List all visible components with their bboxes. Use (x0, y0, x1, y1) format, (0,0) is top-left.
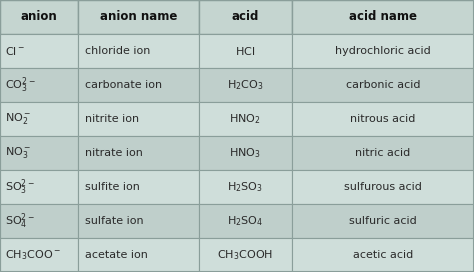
Text: sulfate ion: sulfate ion (85, 216, 144, 226)
Bar (78, 136, 199, 170)
Bar (0, 0, 78, 34)
Bar (78, 170, 199, 204)
Bar (199, 170, 292, 204)
Bar (292, 102, 474, 136)
Bar (0, 170, 78, 204)
Text: anion: anion (21, 11, 57, 23)
Text: $\mathrm{H_2SO_4}$: $\mathrm{H_2SO_4}$ (227, 214, 264, 228)
Bar (78, 68, 199, 102)
Bar (0, 68, 78, 102)
Text: anion name: anion name (100, 11, 177, 23)
Text: nitrite ion: nitrite ion (85, 114, 139, 124)
Text: $\mathrm{HNO_2}$: $\mathrm{HNO_2}$ (229, 112, 261, 126)
Bar (78, 238, 199, 272)
Text: hydrochloric acid: hydrochloric acid (335, 46, 431, 56)
Bar (199, 0, 292, 34)
Bar (78, 204, 199, 238)
Text: $\mathrm{CH_3COO^-}$: $\mathrm{CH_3COO^-}$ (5, 248, 61, 262)
Bar (199, 136, 292, 170)
Text: sulfite ion: sulfite ion (85, 182, 140, 192)
Text: $\mathrm{CH_3COOH}$: $\mathrm{CH_3COOH}$ (217, 248, 273, 262)
Text: $\mathrm{CO_3^{2-}}$: $\mathrm{CO_3^{2-}}$ (5, 75, 36, 95)
Bar (199, 238, 292, 272)
Bar (0, 34, 78, 68)
Text: sulfurous acid: sulfurous acid (344, 182, 422, 192)
Text: $\mathrm{NO_2^-}$: $\mathrm{NO_2^-}$ (5, 112, 31, 126)
Text: $\mathrm{SO_3^{2-}}$: $\mathrm{SO_3^{2-}}$ (5, 177, 35, 197)
Text: $\mathrm{HNO_3}$: $\mathrm{HNO_3}$ (229, 146, 261, 160)
Bar (292, 0, 474, 34)
Bar (199, 68, 292, 102)
Bar (292, 136, 474, 170)
Text: acid: acid (232, 11, 259, 23)
Text: nitrate ion: nitrate ion (85, 148, 143, 158)
Bar (78, 102, 199, 136)
Text: acetic acid: acetic acid (353, 250, 413, 260)
Bar (292, 34, 474, 68)
Text: sulfuric acid: sulfuric acid (349, 216, 417, 226)
Text: nitric acid: nitric acid (355, 148, 410, 158)
Bar (292, 68, 474, 102)
Bar (0, 136, 78, 170)
Bar (292, 170, 474, 204)
Text: acid name: acid name (349, 11, 417, 23)
Bar (199, 204, 292, 238)
Bar (292, 238, 474, 272)
Bar (78, 0, 199, 34)
Bar (199, 34, 292, 68)
Text: $\mathrm{SO_4^{2-}}$: $\mathrm{SO_4^{2-}}$ (5, 211, 35, 231)
Text: $\mathrm{H_2CO_3}$: $\mathrm{H_2CO_3}$ (227, 78, 264, 92)
Text: carbonic acid: carbonic acid (346, 80, 420, 90)
Bar (0, 102, 78, 136)
Text: carbonate ion: carbonate ion (85, 80, 163, 90)
Text: $\mathrm{HCl}$: $\mathrm{HCl}$ (235, 45, 255, 57)
Bar (292, 204, 474, 238)
Bar (78, 34, 199, 68)
Text: acetate ion: acetate ion (85, 250, 148, 260)
Text: $\mathrm{NO_3^-}$: $\mathrm{NO_3^-}$ (5, 146, 31, 160)
Bar (0, 204, 78, 238)
Bar (199, 102, 292, 136)
Text: $\mathrm{H_2SO_3}$: $\mathrm{H_2SO_3}$ (228, 180, 263, 194)
Bar (0, 238, 78, 272)
Text: nitrous acid: nitrous acid (350, 114, 415, 124)
Text: chloride ion: chloride ion (85, 46, 151, 56)
Text: $\mathrm{Cl^-}$: $\mathrm{Cl^-}$ (5, 45, 25, 57)
